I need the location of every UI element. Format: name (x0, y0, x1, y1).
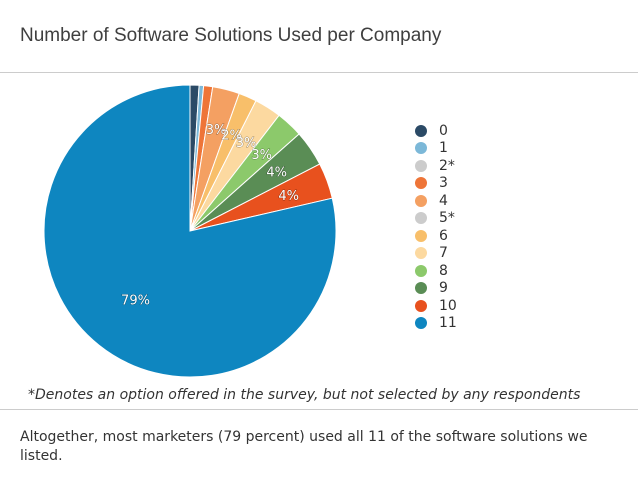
slice-label-6: 2% (221, 128, 242, 143)
legend-item: 6 (415, 227, 457, 245)
legend-label: 1 (439, 140, 448, 157)
slice-label-11: 79% (121, 294, 150, 309)
chart-legend: 0 1 2* 3 4 5* 6 7 8 9 10 11 (415, 122, 457, 332)
bottom-divider (0, 409, 638, 410)
legend-item: 8 (415, 262, 457, 280)
footnote: *Denotes an option offered in the survey… (28, 387, 581, 403)
legend-swatch (415, 124, 427, 137)
slice-label-7: 3% (236, 136, 257, 151)
legend-item: 1 (415, 140, 457, 158)
legend-label: 3 (439, 175, 448, 192)
legend-item: 3 (415, 175, 457, 193)
legend-label: 6 (439, 227, 448, 244)
legend-item: 0 (415, 122, 457, 140)
slice-label-9: 4% (266, 166, 287, 181)
legend-swatch (415, 299, 427, 312)
legend-item: 2* (415, 157, 457, 175)
legend-label: 8 (439, 262, 448, 279)
legend-swatch (415, 177, 427, 190)
legend-item: 9 (415, 280, 457, 298)
legend-item: 11 (415, 315, 457, 333)
slice-label-10: 4% (278, 189, 299, 204)
legend-label: 0 (439, 122, 448, 139)
pie-chart: 3%2%3%3%4%4%79% (43, 84, 337, 378)
legend-label: 10 (439, 297, 457, 314)
caption-text: Altogether, most marketers (79 percent) … (20, 429, 588, 464)
legend-swatch (415, 317, 427, 330)
legend-swatch (415, 282, 427, 295)
legend-label: 11 (439, 315, 457, 332)
legend-swatch (415, 229, 427, 242)
legend-swatch (415, 264, 427, 277)
legend-swatch (415, 212, 427, 225)
legend-label: 5* (439, 210, 455, 227)
legend-swatch (415, 247, 427, 260)
slice-label-8: 3% (251, 148, 272, 163)
legend-label: 4 (439, 192, 448, 209)
legend-swatch (415, 142, 427, 155)
legend-item: 10 (415, 297, 457, 315)
legend-item: 7 (415, 245, 457, 263)
legend-label: 2* (439, 157, 455, 174)
legend-item: 5* (415, 210, 457, 228)
slice-label-4: 3% (206, 123, 227, 138)
top-divider (0, 72, 638, 73)
chart-title: Number of Software Solutions Used per Co… (20, 25, 442, 46)
legend-swatch (415, 159, 427, 172)
legend-label: 7 (439, 245, 448, 262)
legend-swatch (415, 194, 427, 207)
pie-slice-11 (43, 84, 337, 378)
legend-label: 9 (439, 280, 448, 297)
legend-item: 4 (415, 192, 457, 210)
